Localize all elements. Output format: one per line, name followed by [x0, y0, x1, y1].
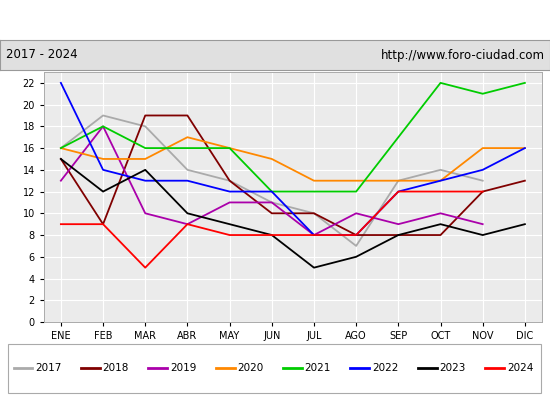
Text: 2020: 2020	[237, 363, 263, 373]
Text: Evolucion del paro registrado en Fiscal: Evolucion del paro registrado en Fiscal	[127, 14, 423, 28]
Text: 2021: 2021	[305, 363, 331, 373]
Text: 2019: 2019	[170, 363, 196, 373]
Text: 2024: 2024	[507, 363, 533, 373]
Text: 2017 - 2024: 2017 - 2024	[6, 48, 77, 62]
Text: http://www.foro-ciudad.com: http://www.foro-ciudad.com	[381, 48, 544, 62]
FancyBboxPatch shape	[8, 344, 541, 393]
Text: 2018: 2018	[102, 363, 129, 373]
Text: 2017: 2017	[35, 363, 62, 373]
Text: 2022: 2022	[372, 363, 398, 373]
Text: 2023: 2023	[439, 363, 466, 373]
